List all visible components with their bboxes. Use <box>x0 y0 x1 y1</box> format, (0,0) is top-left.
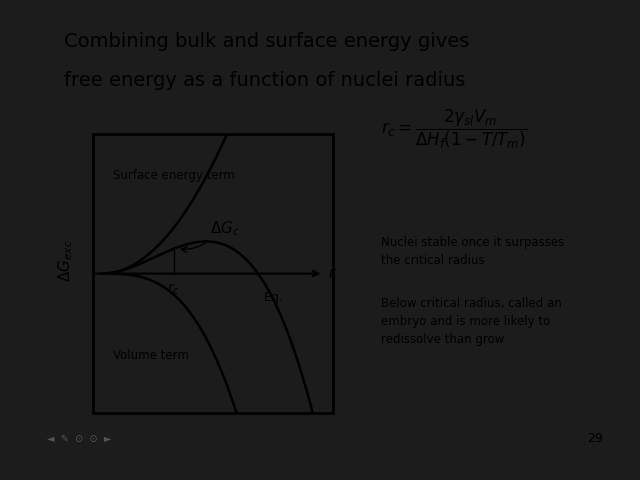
Text: Combining bulk and surface energy gives: Combining bulk and surface energy gives <box>64 32 470 51</box>
Text: free energy as a function of nuclei radius: free energy as a function of nuclei radi… <box>64 72 466 90</box>
Text: $r_c = \dfrac{2\gamma_{sl}V_m}{\Delta H_f(1 - T/T_m)}$: $r_c = \dfrac{2\gamma_{sl}V_m}{\Delta H_… <box>381 108 527 152</box>
Text: Below critical radius, called an
embryo and is more likely to
redissolve than gr: Below critical radius, called an embryo … <box>381 297 562 346</box>
Text: $\Delta G_c$: $\Delta G_c$ <box>210 219 240 238</box>
Text: 29: 29 <box>588 432 603 445</box>
Text: $r$: $r$ <box>328 266 337 281</box>
Text: Eq.: Eq. <box>264 291 284 304</box>
Text: Surface energy term: Surface energy term <box>113 169 236 182</box>
Text: Nuclei stable once it surpasses
the critical radius: Nuclei stable once it surpasses the crit… <box>381 236 564 267</box>
Text: $\Delta G_{exc}$: $\Delta G_{exc}$ <box>56 239 75 282</box>
Text: $r_c$: $r_c$ <box>168 281 180 297</box>
Text: Volume term: Volume term <box>113 349 189 362</box>
Text: ◄  ✎  ⊙  ⊙  ►: ◄ ✎ ⊙ ⊙ ► <box>47 434 111 444</box>
Bar <box>93 134 333 413</box>
